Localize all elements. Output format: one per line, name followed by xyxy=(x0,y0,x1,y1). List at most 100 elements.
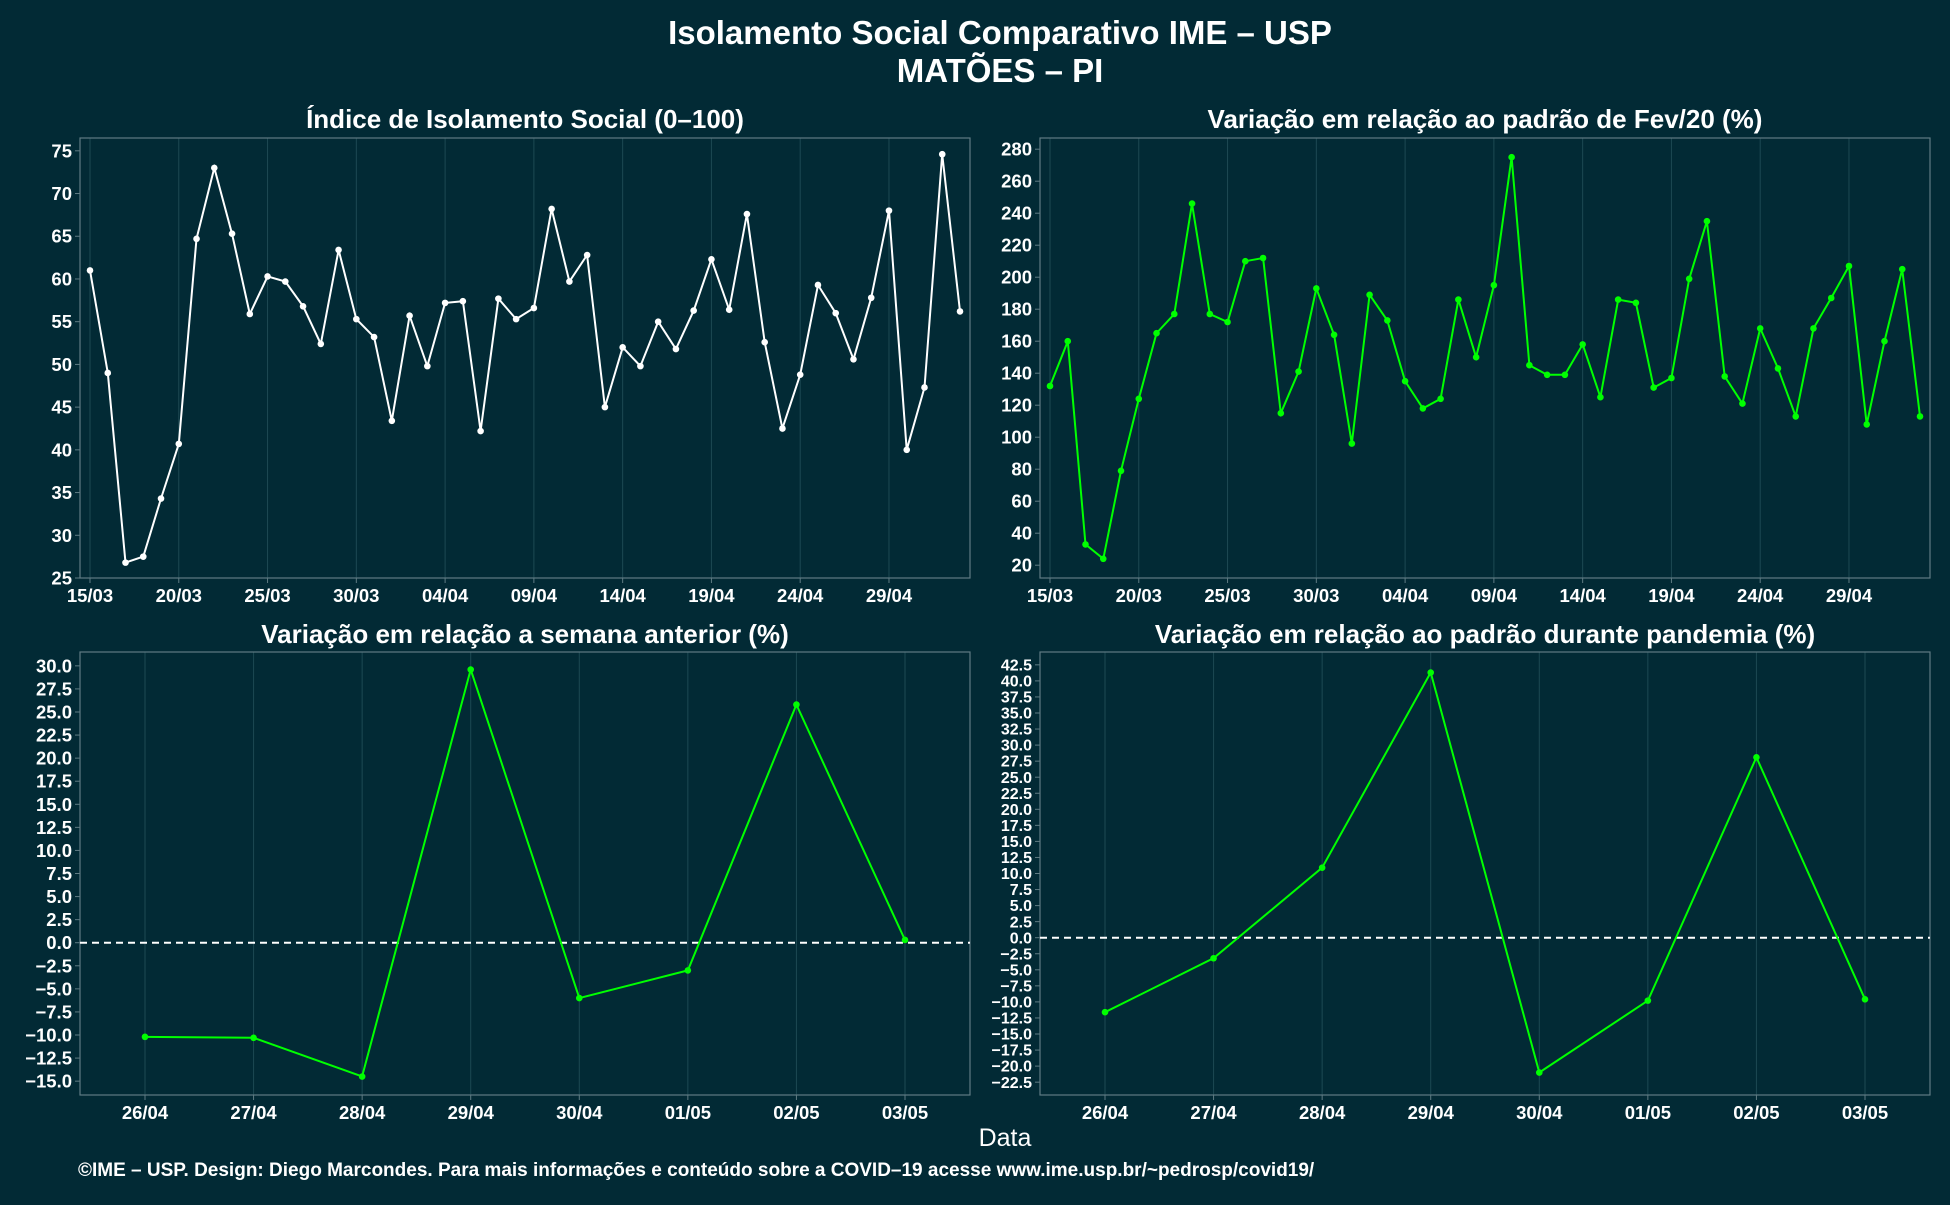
data-point xyxy=(1188,200,1196,207)
data-point xyxy=(901,936,909,944)
y-tick-label: 5.0 xyxy=(46,886,72,907)
series-line xyxy=(1104,669,1866,1075)
y-tick-label: 40 xyxy=(1011,523,1032,544)
x-tick-label: 15/03 xyxy=(67,585,113,606)
y-tick-label: 22.5 xyxy=(1001,786,1032,803)
data-point xyxy=(743,210,751,218)
y-tick-label: 20.0 xyxy=(1001,802,1032,819)
data-point xyxy=(684,967,692,974)
x-tick-label: 30/04 xyxy=(556,1102,603,1123)
x-tick-label: 29/04 xyxy=(448,1102,495,1123)
panel-title-variation-previous-week: Variação em relação a semana anterior (%… xyxy=(261,619,789,649)
panel-border xyxy=(1039,137,1931,579)
data-point xyxy=(1644,997,1652,1004)
y-tick-label: −20.0 xyxy=(992,1059,1033,1076)
x-tick-label: 03/05 xyxy=(882,1102,928,1123)
y-tick-label: 160 xyxy=(1001,331,1032,352)
data-point xyxy=(1401,377,1409,385)
y-tick-label: 45 xyxy=(51,397,72,418)
data-point xyxy=(1170,310,1178,318)
data-point xyxy=(424,362,431,370)
x-tick-label: 02/05 xyxy=(1733,1102,1779,1123)
data-point xyxy=(1366,291,1373,299)
y-tick-label: 20 xyxy=(1011,555,1032,576)
y-tick-label: 240 xyxy=(1001,203,1032,224)
data-point xyxy=(122,559,129,566)
y-tick-label: 27.5 xyxy=(36,678,72,699)
data-point xyxy=(1046,382,1054,390)
y-tick-label: 220 xyxy=(1001,235,1032,256)
data-point xyxy=(1861,996,1869,1003)
y-tick-label: 25.0 xyxy=(36,701,72,722)
x-tick-label: 24/04 xyxy=(1737,585,1784,606)
data-point xyxy=(1318,864,1326,872)
data-point xyxy=(690,307,697,314)
y-tick-label: 25.0 xyxy=(1001,770,1032,787)
x-tick-label: 20/03 xyxy=(1116,585,1162,606)
data-point xyxy=(1916,413,1924,420)
y-tick-label: 0.0 xyxy=(46,932,72,953)
data-point xyxy=(1526,361,1533,369)
y-tick-label: 40.0 xyxy=(1001,673,1032,690)
data-point xyxy=(1348,440,1356,447)
x-tick-label: 01/05 xyxy=(665,1102,711,1123)
y-tick-label: 27.5 xyxy=(1001,754,1032,771)
data-point xyxy=(1490,281,1498,289)
data-point xyxy=(1543,371,1551,379)
data-point xyxy=(672,345,680,353)
data-point xyxy=(1210,954,1217,962)
data-point xyxy=(495,295,502,302)
data-point xyxy=(317,340,325,348)
data-point xyxy=(1632,299,1640,307)
x-tick-label: 03/05 xyxy=(1842,1102,1888,1123)
data-point xyxy=(370,333,378,341)
y-tick-label: 260 xyxy=(1001,171,1032,192)
data-point xyxy=(299,303,307,310)
y-tick-label: 7.5 xyxy=(1010,882,1032,899)
data-point xyxy=(512,315,520,323)
x-tick-label: 30/04 xyxy=(1516,1102,1563,1123)
data-point xyxy=(1650,384,1657,391)
data-point xyxy=(228,230,236,237)
data-point xyxy=(139,553,147,560)
data-point xyxy=(1313,285,1320,292)
data-point xyxy=(1845,262,1853,270)
data-point xyxy=(467,666,475,673)
data-point xyxy=(575,994,583,1002)
data-point xyxy=(441,299,449,307)
data-point xyxy=(832,309,840,317)
data-point xyxy=(1721,373,1728,380)
y-tick-label: 17.5 xyxy=(1001,818,1032,835)
x-axis-label: Data xyxy=(979,1124,1032,1152)
x-tick-label: 04/04 xyxy=(1382,585,1429,606)
data-point xyxy=(1863,421,1871,428)
data-point xyxy=(867,294,875,302)
data-point xyxy=(246,310,254,318)
data-point xyxy=(1597,393,1604,401)
data-point xyxy=(459,297,467,305)
data-point xyxy=(548,205,555,213)
x-tick-label: 27/04 xyxy=(230,1102,277,1123)
y-tick-label: 75 xyxy=(51,140,72,161)
data-point xyxy=(938,150,946,158)
y-tick-label: 30.0 xyxy=(36,655,72,676)
y-tick-label: 12.5 xyxy=(1001,850,1032,867)
y-tick-label: 22.5 xyxy=(36,725,72,746)
y-tick-label: 140 xyxy=(1001,363,1032,384)
data-point xyxy=(1099,555,1107,563)
data-point xyxy=(1792,413,1800,420)
data-point xyxy=(583,251,591,259)
data-point xyxy=(104,369,112,377)
y-tick-label: −12.5 xyxy=(992,1011,1033,1028)
data-point xyxy=(1810,325,1817,332)
y-tick-label: 0.0 xyxy=(1010,930,1032,947)
y-tick-label: 35.0 xyxy=(1001,706,1032,723)
figure-title: Isolamento Social Comparativo IME – USP xyxy=(668,14,1332,51)
y-tick-label: −2.5 xyxy=(35,955,72,976)
y-tick-label: 17.5 xyxy=(36,771,72,792)
x-tick-label: 26/04 xyxy=(122,1102,169,1123)
data-point xyxy=(264,273,271,280)
x-tick-label: 29/04 xyxy=(1826,585,1873,606)
data-point xyxy=(1614,296,1622,303)
